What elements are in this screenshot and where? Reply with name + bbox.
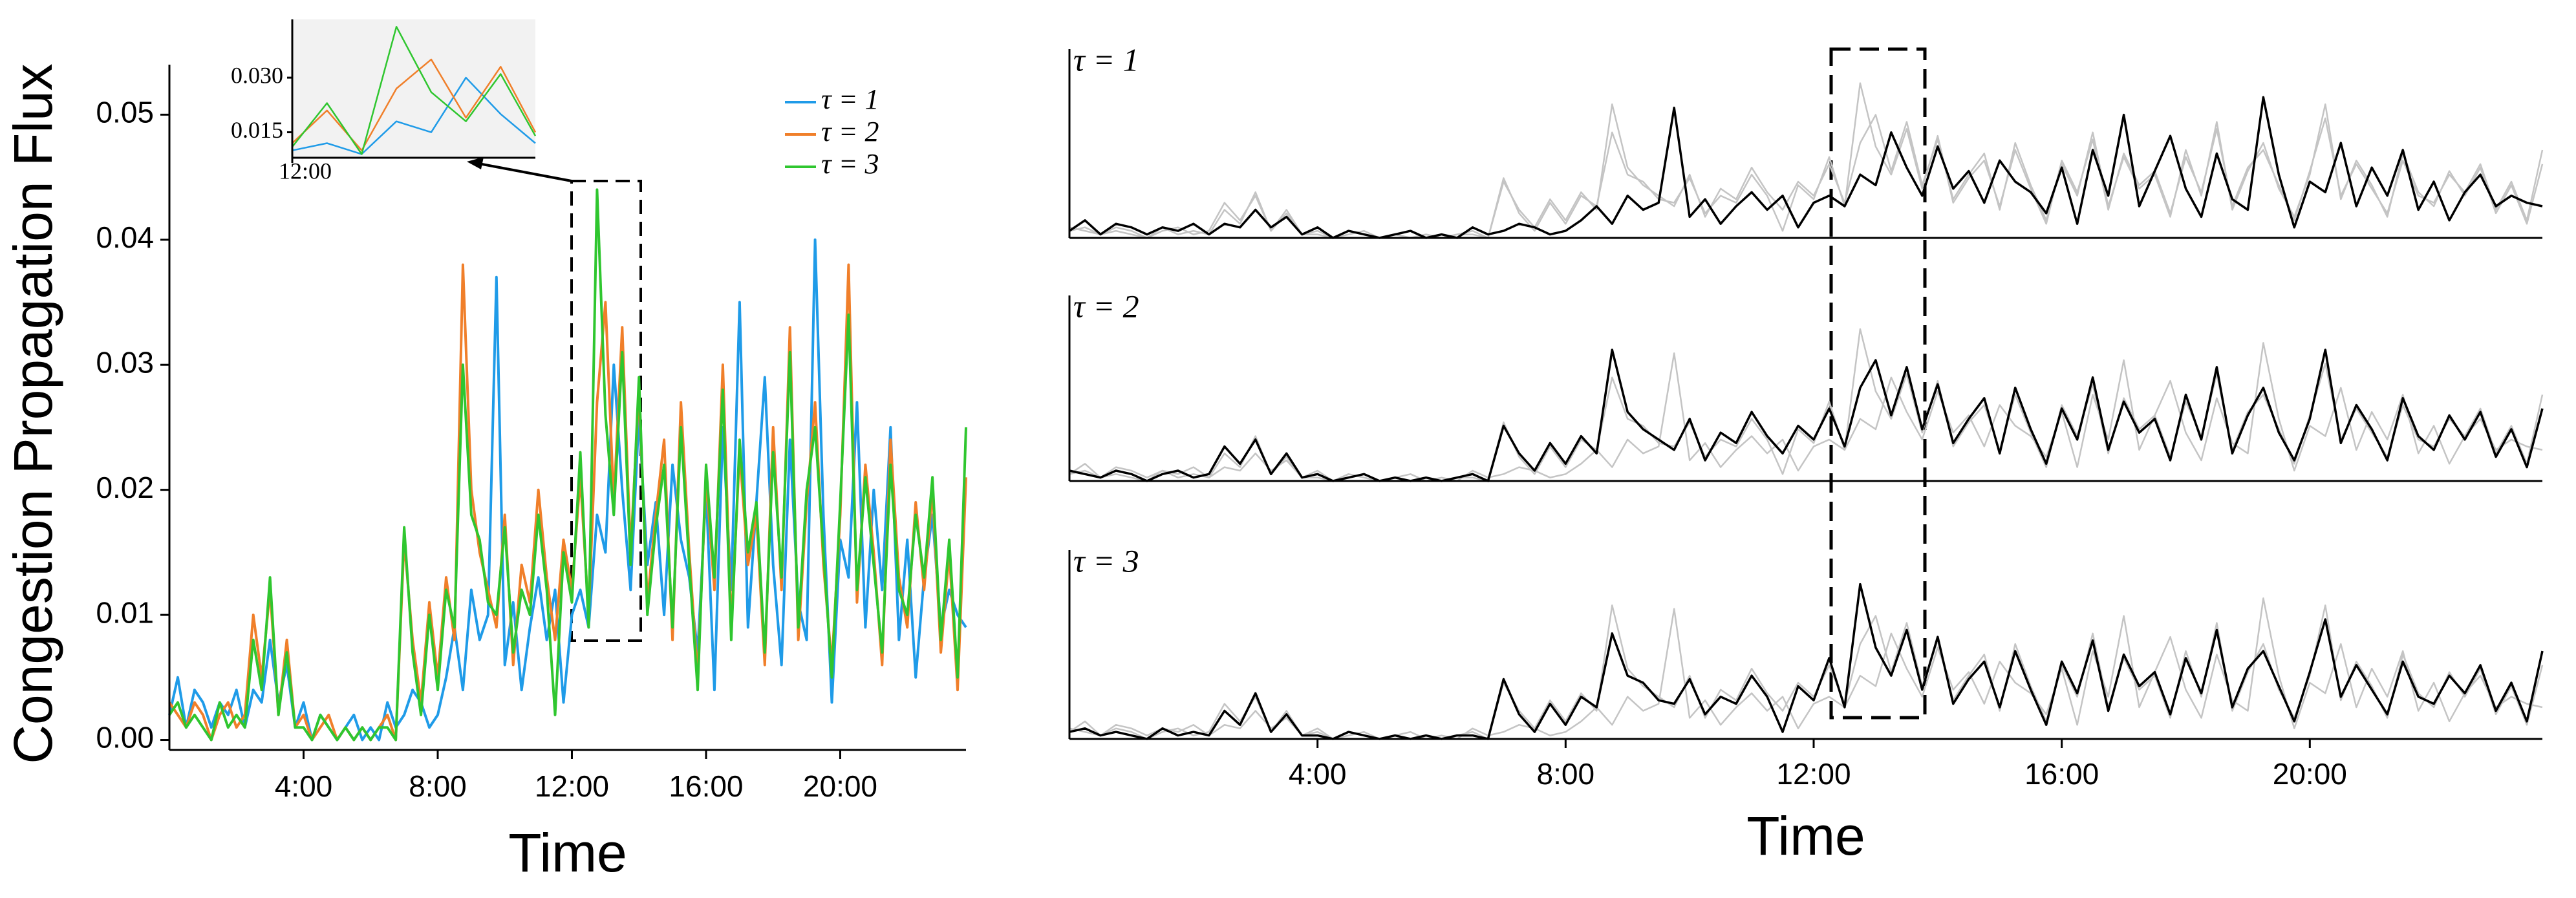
x-tick-label: 12:00 <box>535 769 609 803</box>
x-tick-label: 16:00 <box>669 769 743 803</box>
series-line <box>292 58 537 151</box>
series-line <box>1069 597 2543 740</box>
x-tick-label: 8:00 <box>409 769 467 803</box>
x-tick-label: 16:00 <box>2024 757 2099 791</box>
inset-x-tick-label: 12:00 <box>279 158 332 184</box>
zoom-arrow <box>475 162 572 182</box>
y-tick-label: 0.05 <box>96 96 154 129</box>
y-tick-label: 0.03 <box>96 345 154 379</box>
y-tick-label: 0.01 <box>96 595 154 629</box>
legend-label: τ = 3 <box>821 148 879 180</box>
inset-y-tick-label: 0.030 <box>231 62 283 88</box>
y-axis-label: Congestion Propagation Flux <box>3 63 63 764</box>
series-line <box>292 76 536 155</box>
x-tick-label: 12:00 <box>1776 757 1851 791</box>
x-axis-label: Time <box>508 822 627 883</box>
series-line <box>1069 348 2544 482</box>
panel-title: τ = 2 <box>1073 288 1139 324</box>
y-tick-label: 0.04 <box>96 220 154 254</box>
legend-label: τ = 2 <box>821 116 879 147</box>
x-tick-label: 4:00 <box>1289 757 1347 791</box>
x-axis-label: Time <box>1746 806 1865 866</box>
series-line <box>1069 82 2544 239</box>
zoom-box-right <box>1829 47 1927 720</box>
panel-title: τ = 1 <box>1073 41 1139 78</box>
y-tick-label: 0.00 <box>96 721 154 754</box>
series-line <box>1069 342 2543 482</box>
series-line <box>168 188 967 742</box>
series-line <box>1069 583 2544 740</box>
x-tick-label: 8:00 <box>1537 757 1595 791</box>
series-line <box>1069 96 2543 239</box>
series-line <box>292 26 537 155</box>
x-tick-label: 20:00 <box>803 769 877 803</box>
inset-background <box>292 19 535 158</box>
inset-y-tick-label: 0.015 <box>231 117 283 143</box>
arrow-head <box>467 157 484 169</box>
legend-label: τ = 1 <box>821 83 879 115</box>
y-tick-label: 0.02 <box>96 471 154 504</box>
x-tick-label: 4:00 <box>275 769 333 803</box>
x-tick-label: 20:00 <box>2273 757 2347 791</box>
panel-title: τ = 3 <box>1073 542 1139 579</box>
series-line <box>168 238 967 742</box>
